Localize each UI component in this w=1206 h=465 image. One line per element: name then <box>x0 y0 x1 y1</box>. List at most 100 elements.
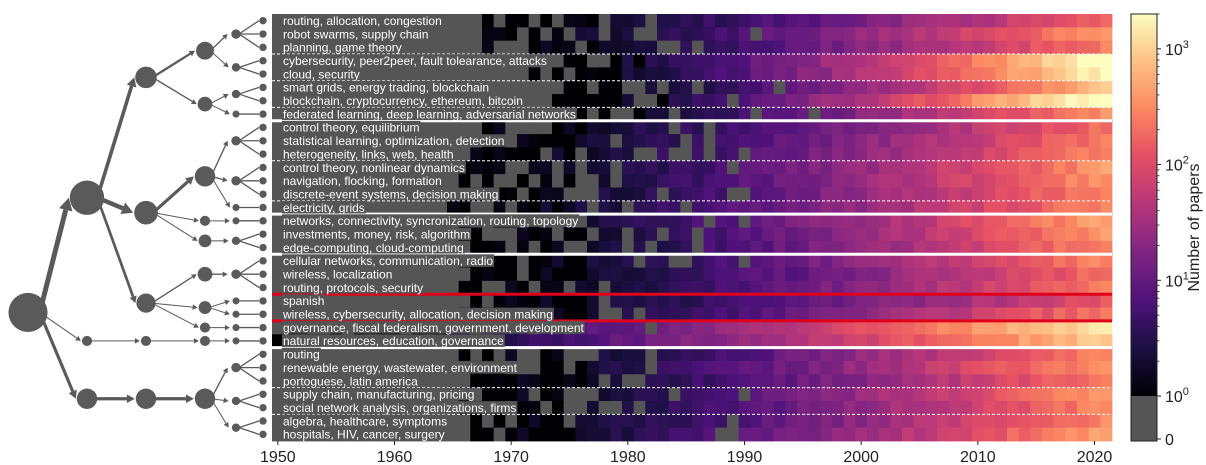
heatmap-cell <box>598 254 611 268</box>
topic-label-background <box>282 120 421 134</box>
heatmap-cell <box>995 254 1008 268</box>
heatmap-cell <box>867 254 880 268</box>
heatmap-cell <box>610 120 623 135</box>
heatmap-cell <box>470 200 483 215</box>
heatmap-cell <box>1053 174 1066 188</box>
heatmap-cell <box>797 334 810 348</box>
heatmap-cell <box>925 174 938 188</box>
heatmap-cell <box>1100 414 1113 429</box>
heatmap-cell <box>668 67 681 82</box>
heatmap-cell <box>972 387 985 402</box>
heatmap-cell <box>773 427 786 442</box>
topic-label-background <box>282 94 524 107</box>
heatmap-cell <box>575 400 588 415</box>
heatmap-cell <box>1065 227 1078 242</box>
heatmap-cell <box>983 240 996 255</box>
heatmap-cell <box>1007 294 1020 308</box>
heatmap-cell <box>995 80 1008 95</box>
colorbar-zero-swatch <box>1131 396 1157 441</box>
heatmap-cell <box>925 267 938 282</box>
heatmap-cell <box>540 80 553 95</box>
heatmap-cell <box>832 80 845 95</box>
heatmap-cell <box>773 200 786 215</box>
heatmap-cell <box>1030 14 1043 28</box>
heatmap-cell <box>785 147 798 162</box>
heatmap-cell <box>890 227 903 242</box>
heatmap-cell <box>703 134 716 148</box>
heatmap-cell <box>867 360 880 375</box>
heatmap-cell <box>1077 387 1090 402</box>
heatmap-cell <box>657 14 670 28</box>
topic-label: cellular networks, communication, radio <box>283 254 493 268</box>
heatmap-cell <box>657 307 670 322</box>
heatmap-cell <box>1053 334 1066 348</box>
heatmap-cell <box>680 320 693 335</box>
heatmap-cell <box>703 187 716 202</box>
heatmap-cell <box>575 347 588 362</box>
heatmap-cell <box>1077 307 1090 322</box>
heatmap-cell <box>762 347 775 362</box>
heatmap-cell <box>552 67 565 82</box>
heatmap-cell <box>797 387 810 402</box>
heatmap-cell <box>1088 40 1101 55</box>
heatmap-cell <box>867 294 880 308</box>
heatmap-cell <box>587 107 600 122</box>
heatmap-cell <box>1007 27 1020 42</box>
heatmap-cell <box>727 374 740 389</box>
heatmap-cell <box>738 200 751 215</box>
heatmap-cell <box>540 400 553 415</box>
heatmap-cell <box>1042 294 1055 308</box>
tree-edge <box>208 301 226 309</box>
heatmap-cell <box>773 414 786 429</box>
heatmap-cell <box>727 267 740 282</box>
heatmap-cell <box>528 80 541 95</box>
heatmap-cell <box>668 334 681 348</box>
heatmap-cell <box>668 320 681 335</box>
heatmap-cell <box>1100 240 1113 255</box>
heatmap-cell <box>528 294 541 308</box>
tree-arrowhead <box>223 421 229 428</box>
heatmap-cell <box>762 107 775 122</box>
heatmap-cell <box>762 134 775 148</box>
heatmap-cell <box>808 320 821 335</box>
heatmap-cell <box>983 27 996 42</box>
heatmap-cell <box>1100 307 1113 322</box>
heatmap-cell <box>493 160 506 175</box>
heatmap-cell <box>843 27 856 42</box>
heatmap-cell <box>575 267 588 282</box>
heatmap-cell <box>948 147 961 162</box>
heatmap-cell <box>820 414 833 429</box>
heatmap-cell <box>913 94 926 108</box>
heatmap-cell <box>1077 427 1090 442</box>
heatmap-cell <box>645 67 658 82</box>
heatmap-cell <box>890 214 903 228</box>
heatmap-cell <box>1042 200 1055 215</box>
heatmap-cell <box>913 374 926 389</box>
heatmap-cell <box>552 54 565 68</box>
heatmap-cell <box>622 107 635 122</box>
heatmap-cell <box>552 187 565 202</box>
tree-arrowhead <box>222 271 228 277</box>
heatmap-cell <box>948 214 961 228</box>
heatmap-cell <box>937 94 950 108</box>
heatmap-cell <box>272 160 285 175</box>
topic-label-background <box>282 401 518 414</box>
heatmap-cell <box>692 374 705 389</box>
heatmap-cell <box>808 227 821 242</box>
heatmap-cell <box>563 14 576 28</box>
heatmap-cell <box>528 254 541 268</box>
heatmap-cell <box>482 67 495 82</box>
heatmap-cell <box>762 254 775 268</box>
heatmap-cell <box>937 280 950 295</box>
tree-node <box>194 388 216 409</box>
heatmap-cell <box>1007 67 1020 82</box>
heatmap-cell <box>878 94 891 108</box>
heatmap-cell <box>622 320 635 335</box>
heatmap-cell <box>995 134 1008 148</box>
heatmap-cell <box>773 294 786 308</box>
heatmap-cell <box>1030 427 1043 442</box>
tree-arrowhead <box>224 299 230 306</box>
heatmap-cell <box>1030 120 1043 135</box>
heatmap-cell <box>843 214 856 228</box>
heatmap-cell <box>1088 94 1101 108</box>
